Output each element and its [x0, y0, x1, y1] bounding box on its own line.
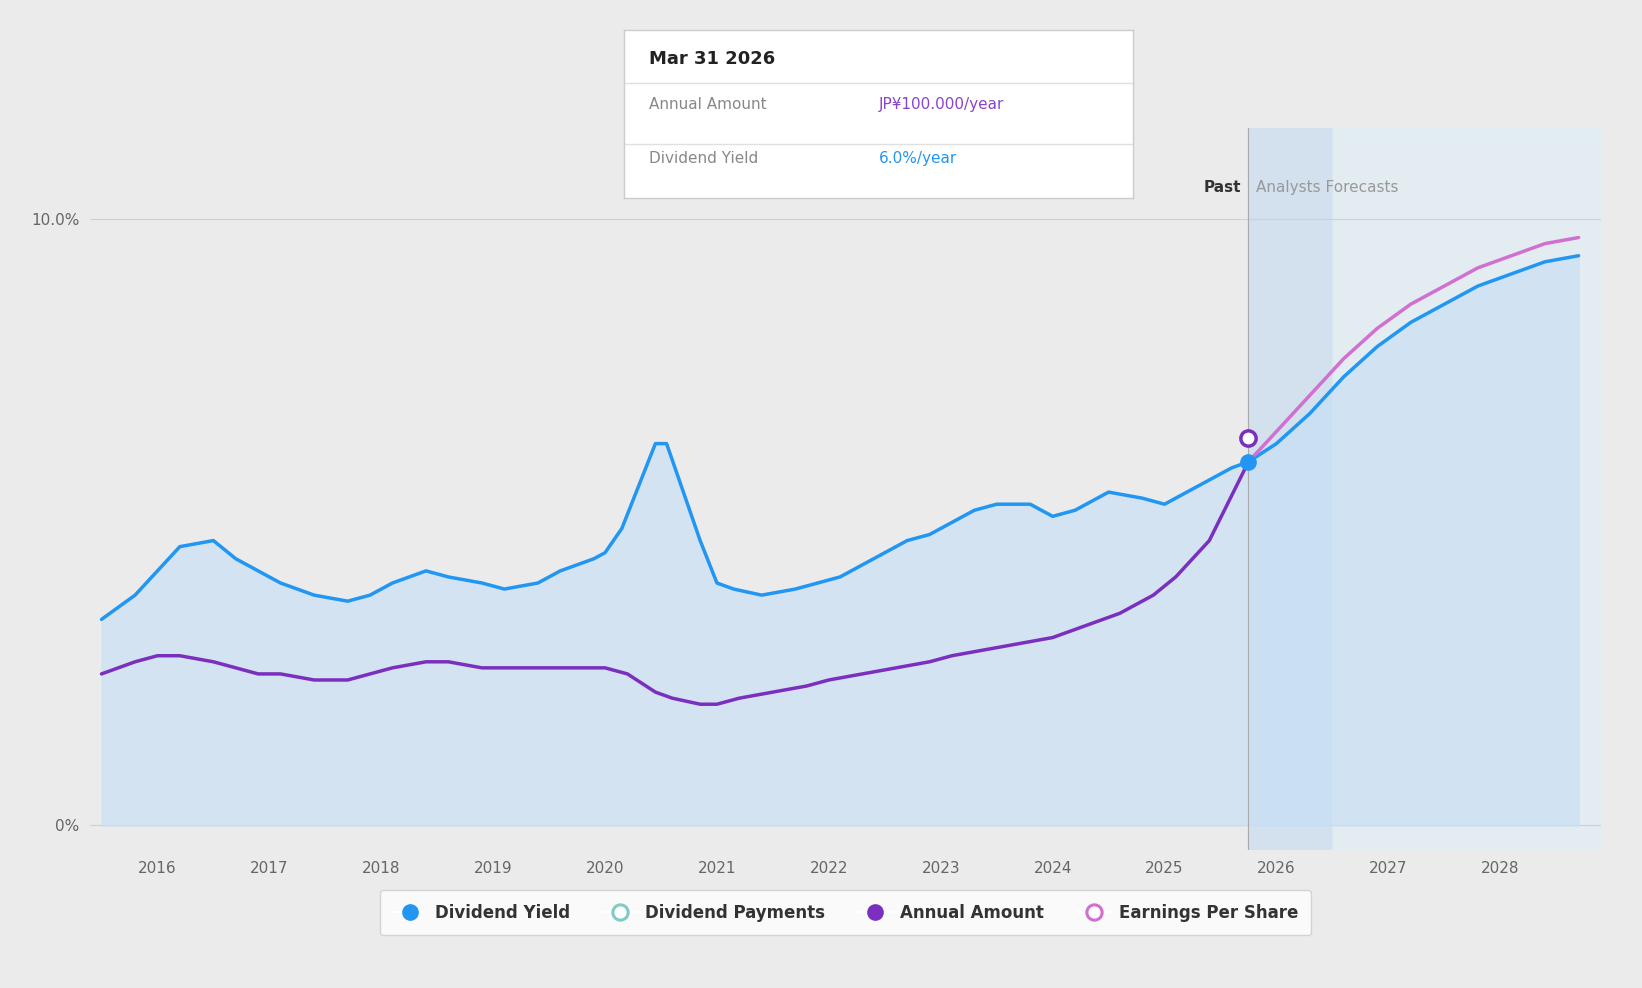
Text: Past: Past [1204, 180, 1241, 195]
Legend: Dividend Yield, Dividend Payments, Annual Amount, Earnings Per Share: Dividend Yield, Dividend Payments, Annua… [379, 890, 1312, 935]
Bar [1248, 128, 1332, 850]
Text: JP¥100.000/year: JP¥100.000/year [878, 97, 1003, 112]
Text: Mar 31 2026: Mar 31 2026 [650, 49, 775, 68]
Text: Analysts Forecasts: Analysts Forecasts [1256, 180, 1399, 195]
Text: Dividend Yield: Dividend Yield [650, 150, 759, 166]
Bar [1332, 128, 1601, 850]
Text: 6.0%/year: 6.0%/year [878, 150, 957, 166]
Text: Annual Amount: Annual Amount [650, 97, 767, 112]
